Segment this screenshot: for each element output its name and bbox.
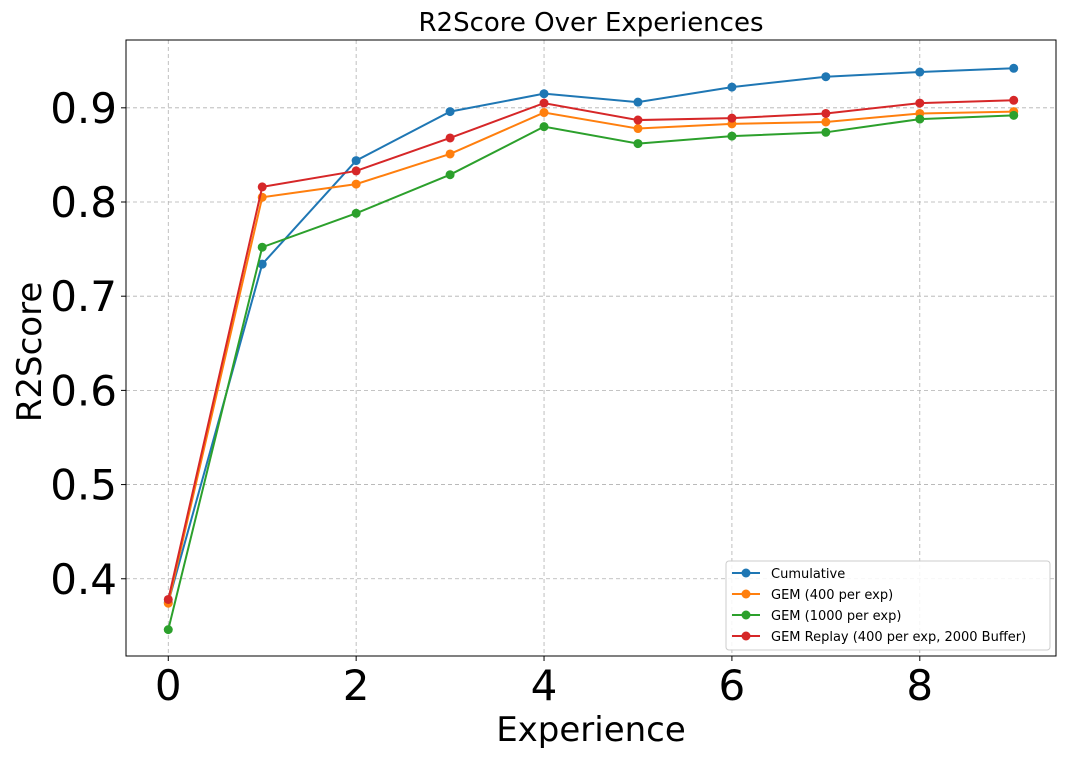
x-tick-label: 2 [343, 661, 370, 710]
data-point [351, 156, 361, 166]
data-point [727, 131, 737, 141]
data-point [257, 242, 267, 252]
data-point [539, 89, 549, 99]
series-line [167, 67, 1014, 603]
data-point [539, 98, 549, 108]
legend-label: Cumulative [771, 567, 845, 582]
data-point [821, 72, 831, 82]
x-tick-label: 8 [906, 661, 933, 710]
legend-label: GEM (400 per exp) [771, 588, 893, 603]
data-point [351, 179, 361, 189]
legend-marker [741, 631, 751, 641]
x-axis-label: Experience [496, 710, 686, 750]
legend-marker [741, 589, 751, 599]
series-group [163, 110, 1019, 635]
data-point [633, 124, 643, 134]
data-point [257, 182, 267, 192]
series-line [167, 114, 1014, 630]
data-point [633, 97, 643, 107]
data-point [539, 108, 549, 118]
legend-items: Cumulative GEM (400 per exp) GEM (1000 per… [732, 567, 1026, 645]
series-group [163, 95, 1019, 604]
data-point [445, 149, 455, 159]
data-point [163, 625, 173, 635]
data-point [351, 166, 361, 176]
data-point [257, 259, 267, 269]
legend-label: GEM Replay (400 per exp, 2000 Buffer) [771, 630, 1026, 645]
data-point [351, 208, 361, 218]
y-tick-label: 0.9 [50, 84, 117, 133]
data-point [1009, 63, 1019, 73]
y-axis-label: R2Score [10, 282, 50, 422]
data-point [539, 122, 549, 132]
x-tick-label: 0 [155, 661, 182, 710]
data-point [633, 139, 643, 149]
legend-label: GEM (1000 per exp) [771, 609, 901, 624]
y-tick-label: 0.5 [50, 461, 117, 510]
data-point [445, 133, 455, 143]
x-tick-label: 4 [531, 661, 558, 710]
data-point [727, 113, 737, 123]
data-point [445, 107, 455, 117]
y-tick-label: 0.8 [50, 178, 117, 227]
data-point [1009, 110, 1019, 120]
chart-title: R2Score Over Experiences [418, 8, 763, 38]
data-point [821, 117, 831, 127]
data-point [821, 127, 831, 137]
data-point [915, 98, 925, 108]
data-point [915, 67, 925, 77]
y-tick-label: 0.7 [50, 272, 117, 321]
series-line [167, 110, 1014, 604]
ticks: 0 2 4 6 8 0.4 0.5 0.6 0.7 0.8 0.9 [50, 84, 933, 710]
series-line [167, 99, 1014, 600]
y-tick-label: 0.4 [50, 555, 117, 604]
data-point [915, 114, 925, 124]
legend-box [725, 560, 1051, 651]
legend-marker [741, 568, 751, 578]
data-point [633, 115, 643, 125]
data-point [445, 170, 455, 180]
y-tick-label: 0.6 [50, 366, 117, 415]
grid [126, 40, 1056, 656]
x-tick-label: 6 [719, 661, 746, 710]
plot-area-frame [125, 39, 1057, 657]
legend-marker [741, 610, 751, 620]
data-point [163, 594, 173, 604]
series-layer [163, 63, 1019, 635]
data-point [821, 108, 831, 118]
legend: Cumulative GEM (400 per exp) GEM (1000 per… [725, 560, 1051, 651]
series-group [163, 107, 1019, 608]
data-point [727, 82, 737, 92]
data-point [1009, 95, 1019, 105]
